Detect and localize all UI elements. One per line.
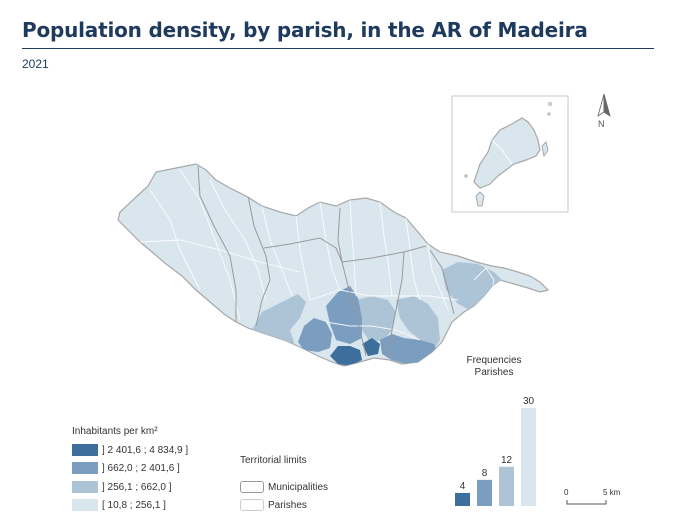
legend-item: [ 10,8 ; 256,1 ] <box>72 499 166 511</box>
parish-class3-central <box>356 296 396 342</box>
legend-label: ] 256,1 ; 662,0 ] <box>102 481 172 493</box>
north-label: N <box>598 119 605 129</box>
madeira-island <box>117 163 550 367</box>
municipality-symbol <box>240 481 264 493</box>
frequency-bar <box>455 492 470 506</box>
legend-item: ] 662,0 ; 2 401,6 ] <box>72 462 180 474</box>
islet-cima <box>541 141 549 158</box>
scale-label-end: 5 km <box>603 488 621 497</box>
frequency-bar <box>499 466 514 506</box>
frequency-bar-label: 30 <box>523 396 535 407</box>
frequencies-title: Frequencies Parishes <box>454 355 534 379</box>
frequency-bar <box>477 479 492 506</box>
legend-title: Inhabitants per km² <box>72 426 158 437</box>
legend-item: ] 2 401,6 ; 4 834,9 ] <box>72 444 188 456</box>
scale-label-start: 0 <box>564 488 569 497</box>
legend-swatch <box>72 444 98 456</box>
title-divider <box>22 48 654 49</box>
legend-label: ] 662,0 ; 2 401,6 ] <box>102 462 180 474</box>
madeira-island-base <box>117 163 550 367</box>
frequency-bar-label: 12 <box>501 455 513 466</box>
legend-label: [ 10,8 ; 256,1 ] <box>102 499 166 511</box>
islet-north-2 <box>547 112 551 116</box>
parish-class2-camara-lobos <box>298 318 332 352</box>
frequencies-chart: 4 8 12 30 <box>455 396 536 506</box>
frequency-bar <box>521 408 536 506</box>
municipality-boundaries <box>197 165 455 359</box>
inset-porto-santo <box>451 95 569 213</box>
parish-class3-east-central <box>396 296 440 352</box>
territorial-limit-item: Parishes <box>240 499 307 511</box>
islet-north <box>548 102 552 106</box>
frequencies-title-line: Frequencies <box>466 355 522 366</box>
page-subtitle: 2021 <box>22 57 49 71</box>
parish-symbol <box>240 499 264 511</box>
parish-class1-funchal-se <box>362 338 380 356</box>
territorial-limits-title: Territorial limits <box>240 455 307 466</box>
legend-swatch <box>72 481 98 493</box>
frequency-bar-label: 4 <box>460 481 466 492</box>
parish-class2-santa-cruz <box>380 334 438 364</box>
frequencies-title-line: Parishes <box>474 367 514 378</box>
scale-bar <box>566 500 607 505</box>
islet-ferro <box>475 191 485 207</box>
north-arrow <box>597 93 611 117</box>
parish-class1-funchal-centre <box>330 346 362 366</box>
legend-swatch <box>72 462 98 474</box>
territorial-limit-item: Municipalities <box>240 481 328 493</box>
islet-west <box>464 174 468 178</box>
legend-label: ] 2 401,6 ; 4 834,9 ] <box>102 444 189 456</box>
territorial-limit-label: Municipalities <box>268 481 329 493</box>
territorial-limit-label: Parishes <box>268 499 307 511</box>
parish-class3-northeast <box>442 262 504 310</box>
parish-class2-funchal-north <box>326 286 362 344</box>
legend-swatch <box>72 499 98 511</box>
parish-boundaries <box>139 169 495 341</box>
legend-item: ] 256,1 ; 662,0 ] <box>72 481 172 493</box>
frequency-bar-label: 8 <box>482 468 488 479</box>
porto-santo-parish-line <box>491 139 513 165</box>
page-title: Population density, by parish, in the AR… <box>22 18 588 42</box>
